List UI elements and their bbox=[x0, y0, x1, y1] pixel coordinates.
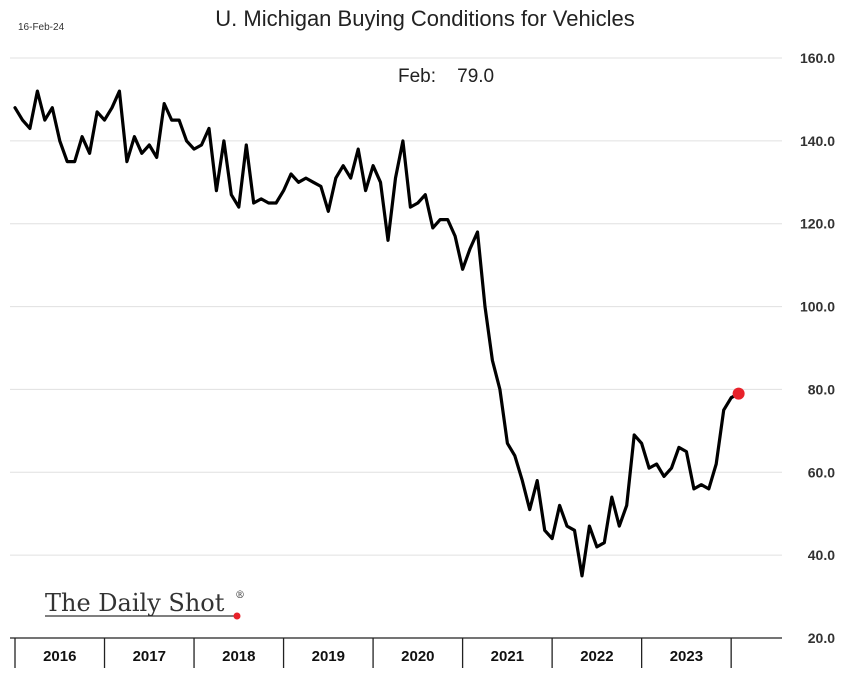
x-tick-label: 2020 bbox=[401, 648, 434, 665]
y-tick-label: 160.0 bbox=[800, 50, 835, 66]
x-tick-label: 2023 bbox=[670, 648, 703, 665]
daily-shot-logo: The Daily Shot ® bbox=[45, 589, 245, 620]
y-tick-label: 140.0 bbox=[800, 133, 835, 149]
y-tick-label: 20.0 bbox=[808, 630, 835, 646]
y-axis-ticks: 20.0 40.0 60.0 80.0 100.0 120.0 140.0 160.0 bbox=[800, 50, 835, 646]
y-tick-label: 100.0 bbox=[800, 299, 835, 315]
latest-value-annotation: Feb: 79.0 bbox=[398, 66, 494, 87]
gridlines bbox=[10, 57, 782, 556]
series-line bbox=[13, 89, 741, 578]
brand-text: The Daily Shot bbox=[45, 589, 225, 617]
x-tick-label: 2018 bbox=[222, 648, 255, 665]
x-tick-label: 2021 bbox=[491, 648, 524, 665]
chart-title: U. Michigan Buying Conditions for Vehicl… bbox=[215, 6, 634, 31]
date-stamp: 16-Feb-24 bbox=[18, 22, 65, 33]
x-tick-label: 2016 bbox=[43, 648, 76, 665]
x-tick-label: 2017 bbox=[133, 648, 166, 665]
x-axis: 2016 2017 2018 2019 2020 2021 2022 2023 bbox=[10, 637, 782, 668]
latest-point-marker bbox=[732, 387, 745, 400]
y-tick-label: 60.0 bbox=[808, 464, 835, 480]
series-layer bbox=[13, 89, 745, 578]
y-tick-label: 40.0 bbox=[808, 547, 835, 563]
x-tick-label: 2019 bbox=[312, 648, 345, 665]
y-tick-label: 80.0 bbox=[808, 381, 835, 397]
x-tick-label: 2022 bbox=[580, 648, 613, 665]
brand-registered-mark: ® bbox=[235, 590, 245, 601]
brand-dot bbox=[233, 612, 241, 620]
y-tick-label: 120.0 bbox=[800, 216, 835, 232]
